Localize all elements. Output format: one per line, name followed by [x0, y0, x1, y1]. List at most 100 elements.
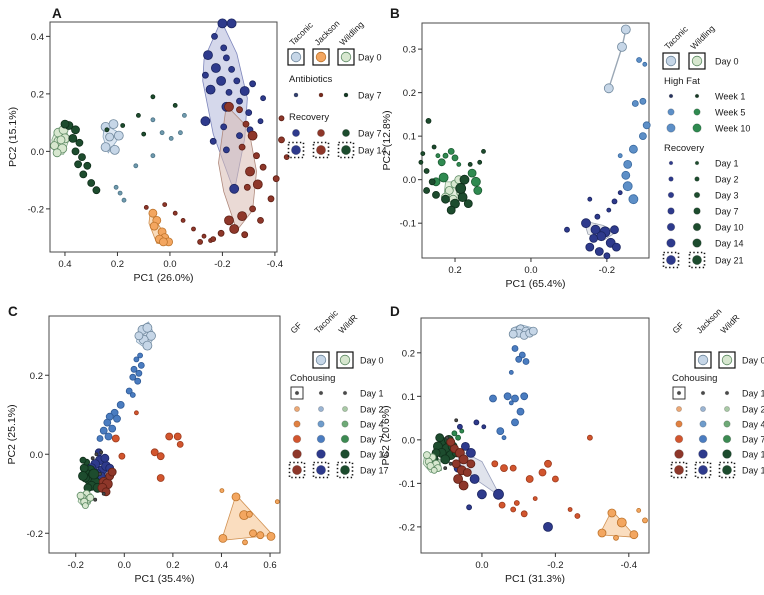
legend-row: Day 14	[287, 141, 387, 159]
data-point	[135, 369, 143, 377]
data-point	[520, 392, 529, 401]
series-gf-day0	[218, 488, 280, 546]
legend-dot	[340, 434, 350, 444]
data-point	[260, 95, 267, 102]
legend-column-header: Wildling	[337, 19, 365, 47]
panel-label: D	[390, 304, 400, 319]
data-point	[96, 435, 104, 442]
data-point	[150, 448, 159, 457]
legend-dot	[293, 92, 299, 98]
data-point	[104, 127, 110, 133]
data-point	[420, 151, 426, 157]
data-point	[617, 153, 623, 159]
data-point	[616, 517, 627, 528]
data-point	[149, 221, 159, 231]
legend-dot	[666, 123, 676, 133]
legend-dot	[692, 123, 702, 133]
legend-row-label: Day 7	[360, 435, 384, 445]
legend-row-label: Day 1	[360, 389, 384, 399]
legend-row-label: Day 2	[715, 175, 739, 185]
data-point	[520, 510, 528, 518]
legend-row: Day 7	[667, 207, 739, 217]
data-point	[92, 186, 101, 195]
panel-label: A	[52, 6, 62, 21]
data-point	[113, 184, 119, 190]
x-tick-label: 0.0	[163, 259, 176, 270]
data-point	[113, 130, 124, 141]
data-point	[590, 224, 601, 235]
data-point	[503, 392, 512, 401]
y-axis: -0.2 0.0 0.2 PC2 (25.1%)	[6, 371, 49, 540]
y-tick-label: -0.2	[27, 529, 43, 540]
data-point	[242, 120, 250, 128]
legend-dot	[290, 51, 302, 63]
legend-dot	[694, 93, 700, 99]
data-point	[466, 459, 476, 469]
data-point	[532, 496, 538, 502]
legend-dot	[343, 92, 349, 98]
data-point	[216, 76, 227, 86]
legend-column-header: Taconic	[287, 19, 315, 47]
data-point	[425, 118, 432, 124]
data-point	[238, 143, 246, 151]
data-point	[589, 233, 599, 243]
data-point	[105, 132, 114, 142]
x-axis: 0.0 -0.2 -0.4 PC1 (31.3%)	[475, 553, 637, 585]
legend-row: Day 0	[287, 48, 382, 66]
data-point	[217, 229, 225, 237]
data-point	[432, 190, 440, 199]
legend-dot	[315, 51, 327, 63]
data-point	[142, 322, 153, 333]
data-point	[201, 71, 209, 79]
data-point	[108, 424, 117, 433]
series-day1-dots	[443, 418, 459, 471]
data-point	[121, 197, 127, 203]
data-point	[455, 182, 467, 194]
data-point	[278, 115, 285, 122]
legend-section-title: Cohousing	[290, 373, 335, 384]
legend-dot	[316, 434, 326, 444]
legend-box-marker	[287, 48, 305, 66]
legend-row: Day 0	[694, 351, 764, 369]
series-jackson-day0	[508, 324, 538, 340]
legend-dot	[668, 93, 674, 99]
legend-dot	[290, 144, 301, 155]
data-point	[621, 170, 631, 180]
legend-row: Day 7	[293, 91, 382, 101]
data-point	[586, 434, 593, 441]
legend-column-header: GF	[670, 320, 685, 335]
legend-row-label: Day 1	[742, 389, 764, 399]
data-point	[493, 488, 504, 500]
legend-row-label: Day 4	[742, 420, 764, 430]
x-tick-label: -0.2	[599, 265, 615, 276]
legend-dot	[667, 191, 675, 199]
data-point	[638, 132, 647, 141]
series-wildling-recovery	[60, 119, 101, 195]
data-point	[100, 142, 111, 153]
legend-dot	[693, 191, 701, 199]
legend-row: Week 10	[666, 123, 750, 134]
data-point	[471, 176, 481, 187]
legend-dot	[694, 160, 700, 166]
data-point	[451, 430, 458, 437]
data-point	[134, 331, 144, 341]
data-point	[467, 168, 477, 178]
data-point	[90, 456, 95, 461]
legend-dot	[291, 128, 300, 137]
data-point	[620, 24, 631, 35]
data-point	[220, 44, 228, 52]
data-point	[236, 132, 243, 140]
data-point	[458, 480, 469, 491]
data-point	[236, 97, 243, 105]
data-point	[473, 419, 480, 426]
series-taconic-highfat	[617, 57, 651, 205]
data-point	[117, 190, 123, 196]
data-point	[516, 407, 525, 416]
data-point	[173, 432, 182, 441]
legend-row: Day 7	[674, 435, 764, 445]
series-jackson-late	[453, 419, 553, 532]
legend-dot	[318, 92, 324, 98]
series-day1-dots	[90, 450, 106, 502]
legend-dot	[721, 354, 733, 366]
